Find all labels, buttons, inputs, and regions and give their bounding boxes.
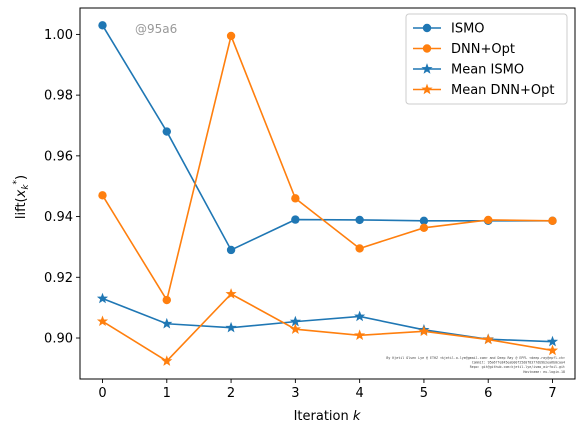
legend: ISMO DNN+Opt Mean ISMO Mean DNN+Opt: [405, 13, 568, 105]
data-point: [96, 292, 109, 304]
legend-label: ISMO: [451, 22, 485, 37]
data-point: [355, 244, 364, 253]
y-tick-label: 0.98: [44, 89, 73, 104]
x-tick-label: 2: [227, 386, 235, 401]
x-axis-label: Iteration k: [294, 409, 361, 424]
y-axis: 0.90 0.92 0.94 0.96 0.98 1.00: [44, 28, 80, 347]
data-point: [161, 317, 173, 329]
x-axis-label-text: Iteration: [294, 409, 353, 424]
data-point: [96, 315, 109, 327]
data-point: [162, 127, 171, 136]
legend-marker: [422, 23, 432, 33]
x-axis: 0 1 2 3 4 5 6 7: [98, 379, 557, 401]
y-axis-label: lift(xk*): [12, 175, 31, 219]
x-tick-label: 6: [484, 386, 492, 401]
legend-item: DNN+Opt: [413, 42, 515, 57]
data-point: [419, 223, 429, 233]
legend-box: [405, 13, 568, 105]
data-point: [484, 215, 493, 225]
x-tick-label: 7: [548, 386, 556, 401]
watermark-text: @95a6: [135, 22, 177, 36]
data-point: [546, 344, 559, 356]
data-point: [546, 335, 559, 347]
y-tick-label: 0.96: [44, 149, 73, 164]
footnote-line: By Kjetil Olsen Lye @ ETHZ <kjetil.o.lye…: [386, 356, 565, 360]
y-axis-label-sup: *: [12, 179, 22, 184]
y-tick-label: 1.00: [44, 28, 73, 43]
commit-footnote: By Kjetil Olsen Lye @ ETHZ <kjetil.o.lye…: [386, 356, 565, 374]
data-point: [354, 329, 366, 341]
x-axis-label-var: k: [353, 409, 361, 424]
legend-item: ISMO: [413, 22, 485, 37]
series-line: [102, 292, 553, 363]
data-point: [225, 288, 237, 299]
plot-frame: [79, 7, 576, 380]
series-dnn-opt: [98, 31, 557, 305]
x-tick-label: 1: [163, 386, 171, 401]
x-tick-label: 4: [356, 386, 364, 401]
data-point: [161, 355, 173, 366]
x-tick-label: 5: [420, 386, 428, 401]
legend-items: ISMO DNN+Opt Mean ISMO Mean DNN+Opt: [413, 22, 555, 98]
footnote-line: Commit: 95a67fe845eab00f25d0f8377db9b2ea…: [472, 361, 565, 365]
footnote-line: Repo: git@github.com:kjetil-lye/ismo_air…: [470, 365, 565, 369]
legend-marker: [422, 44, 432, 53]
legend-marker: [421, 83, 433, 95]
data-point: [548, 216, 557, 226]
series-layer: [96, 21, 559, 366]
data-point: [419, 216, 429, 226]
y-tick-label: 0.92: [44, 271, 73, 286]
legend-item: Mean DNN+Opt: [413, 83, 555, 98]
legend-item: Mean ISMO: [413, 63, 524, 78]
data-point: [355, 215, 364, 225]
y-axis-label-var: x: [14, 189, 29, 198]
footnote-line: Hostname: eu-login-18: [523, 370, 565, 374]
x-tick-label: 0: [98, 386, 106, 401]
data-point: [225, 321, 237, 333]
series-line: [102, 297, 553, 343]
legend-marker: [421, 63, 433, 74]
legend-label: Mean DNN+Opt: [451, 83, 555, 98]
data-point: [482, 333, 494, 345]
data-point: [418, 325, 430, 337]
data-point: [162, 295, 171, 305]
series-mean-dnn-opt: [96, 288, 559, 366]
data-point: [291, 215, 300, 224]
y-axis-label-close: ): [14, 175, 29, 180]
data-point: [226, 31, 236, 41]
y-tick-label: 0.90: [44, 332, 73, 347]
data-point: [98, 191, 107, 200]
legend-label: DNN+Opt: [451, 42, 515, 57]
data-point: [354, 310, 366, 322]
data-point: [291, 194, 300, 203]
y-axis-label-sub: k: [21, 184, 31, 190]
legend-label: Mean ISMO: [451, 63, 524, 78]
x-tick-label: 3: [291, 386, 299, 401]
data-point: [226, 245, 236, 255]
y-tick-label: 0.94: [44, 210, 73, 225]
data-point: [289, 323, 301, 334]
series-line: [101, 33, 553, 303]
data-point: [98, 21, 107, 30]
y-axis-label-text: lift(: [14, 197, 29, 219]
